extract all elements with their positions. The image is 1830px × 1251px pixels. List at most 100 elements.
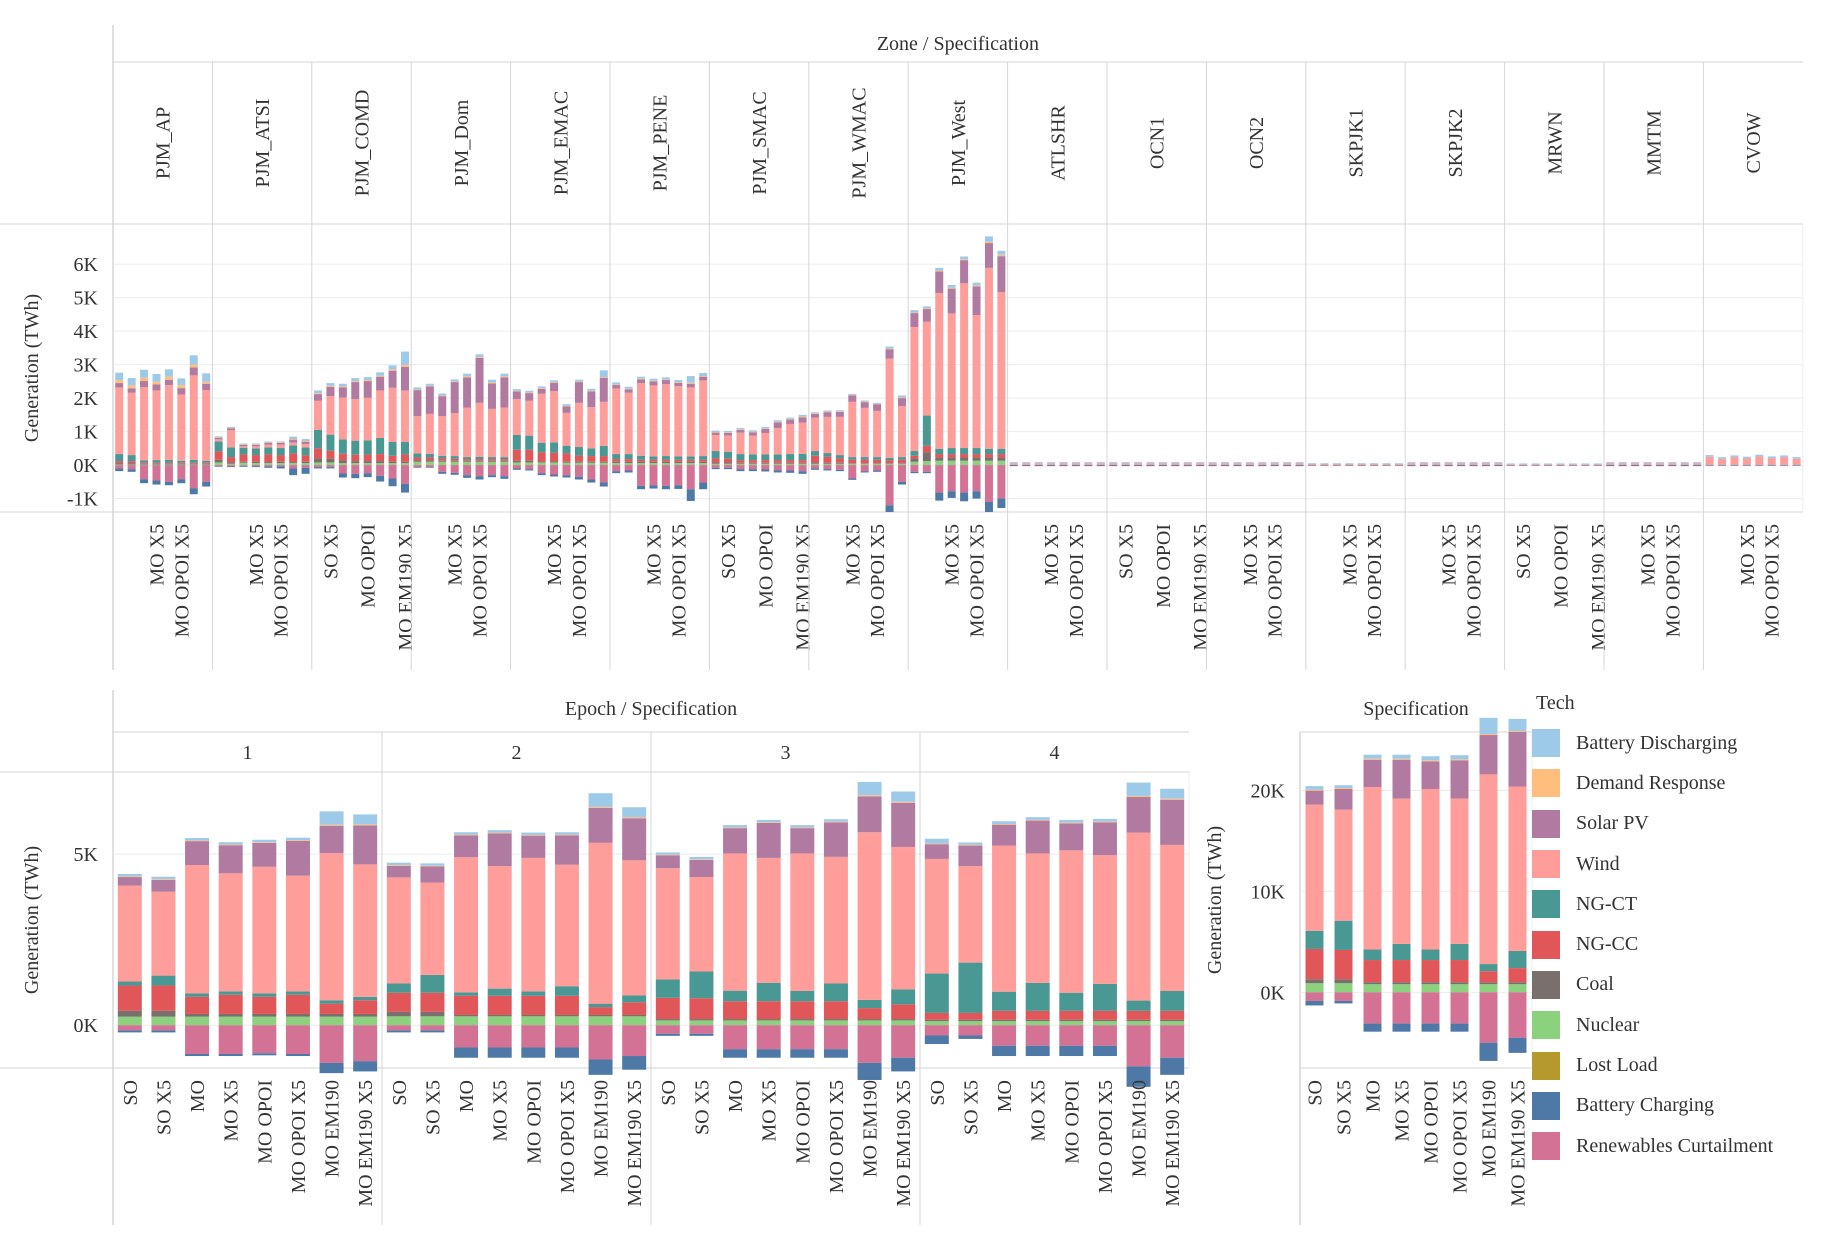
legend-label: Renewables Curtailment [1576,1134,1774,1157]
bar-stack [723,825,748,1058]
bar-segment [117,1030,142,1033]
x-tick-label: MO OPOI [358,524,380,608]
bar-segment [588,1003,613,1008]
bar-segment [723,853,748,991]
bar-segment [1730,465,1739,466]
legend-label: Solar PV [1576,812,1649,835]
bar-stack [1593,463,1602,466]
bar-segment [674,456,683,460]
panel-header: 4 [1050,742,1060,764]
bar-stack [823,819,848,1058]
bar-segment [1183,462,1192,464]
bar-segment [699,376,708,381]
bar-segment [811,413,820,418]
bar-segment [860,463,869,466]
bar-stack [1092,818,1117,1057]
bar-segment [1146,463,1155,466]
bar-segment [400,364,409,367]
bar-segment [1363,992,1382,1024]
bar-segment [823,821,848,823]
bar-segment [599,446,608,457]
panel-header: PJM_SMAC [749,91,771,194]
bar-segment [1556,464,1565,466]
panel-1: 1SO SO X5 MO MO X5 MO OPOI MO OPOI X5 MO EM190… [117,742,378,1207]
bar-segment [1394,463,1403,464]
bar-stack [218,842,243,1057]
bar-segment [475,456,484,460]
bar-segment [550,382,559,383]
bar-stack [1332,463,1341,466]
bar-segment [1508,786,1527,951]
bar-segment [992,824,1017,825]
bar-segment [649,459,658,462]
bar-segment [386,862,411,866]
bar-segment [1305,804,1324,931]
y-tick-label: 0K [74,1015,99,1037]
bar-stack [624,386,633,473]
bar-segment [997,291,1006,449]
bar-segment [487,1016,512,1026]
bar-segment [463,460,472,462]
bar-segment [1755,456,1764,466]
bar-segment [689,877,714,972]
bar-segment [924,858,949,974]
bar-segment [1479,982,1498,985]
bar-segment [686,459,695,462]
x-tick-label: MO OPOI X5 [569,524,591,637]
bar-segment [475,459,484,461]
bar-segment [487,465,496,476]
bar-segment [301,455,310,462]
bar-segment [960,259,969,261]
bar-segment [798,453,807,461]
bar-segment [351,440,360,455]
bar-segment [227,428,236,431]
x-tick-label: MO X5 [643,524,665,586]
bar-segment [454,835,479,858]
bar-segment [454,1016,479,1026]
bar-stack [1693,462,1702,467]
bar-segment [748,454,757,461]
bar-segment [554,995,579,1015]
bar-segment [674,463,683,466]
x-tick-label: SO [927,1080,949,1106]
bar-segment [1196,463,1205,466]
bar-segment [117,1010,142,1017]
bar-segment [202,462,211,464]
bar-segment [761,469,770,472]
bar-segment [1631,465,1640,467]
bar-segment [686,382,695,384]
bar-segment [450,381,459,383]
bar-segment [885,346,894,349]
bar-segment [227,426,236,428]
bar-segment [1160,1010,1185,1020]
bar-segment [1171,463,1180,466]
bar-segment [811,417,820,452]
bar-segment [1160,991,1185,1011]
bar-segment [1305,948,1324,980]
bar-segment [835,411,844,417]
bar-segment [984,501,993,512]
bar-segment [1059,823,1084,851]
bar-segment [984,457,993,461]
bar-stack [1270,462,1279,467]
bar-stack [1419,462,1428,467]
bar-segment [1581,463,1590,465]
chart-1: Zone / Specification-1K0K1K2K3K4K5K6KGen… [0,25,1804,670]
bar-segment [386,877,411,984]
bar-segment [1363,984,1382,993]
bar-segment [1643,462,1652,464]
bar-stack [1034,462,1043,467]
x-tick-label: MO X5 [1339,524,1361,586]
bar-segment [550,391,559,443]
bar-segment [1196,465,1205,467]
bar-segment [848,394,857,396]
bar-segment [1718,457,1727,459]
bar-segment [386,983,411,993]
bar-stack [512,389,521,470]
bar-stack [1494,462,1503,467]
bar-segment [790,991,815,1002]
x-tick-label: MO EM190 [860,1080,882,1177]
bar-segment [314,400,323,430]
y-tick-label: 4K [74,321,99,343]
